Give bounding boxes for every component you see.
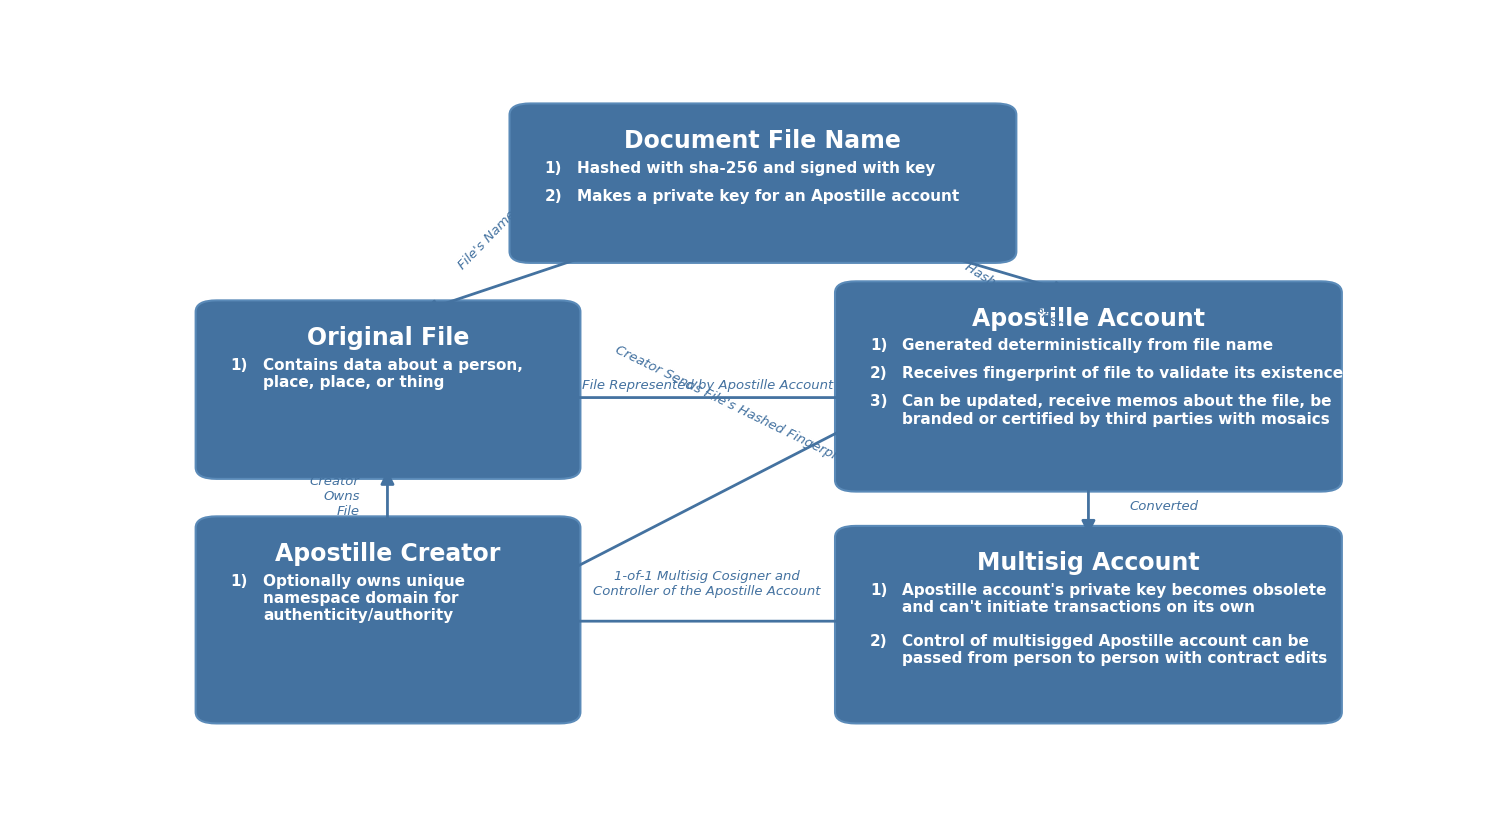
Text: File's Name: File's Name xyxy=(456,208,519,271)
Text: 1): 1) xyxy=(870,338,888,353)
Text: 1-of-1 Multisig Cosigner and
Controller of the Apostille Account: 1-of-1 Multisig Cosigner and Controller … xyxy=(594,570,820,597)
Text: Apostille Account: Apostille Account xyxy=(972,307,1204,331)
FancyBboxPatch shape xyxy=(195,516,580,724)
Text: Original File: Original File xyxy=(308,326,470,350)
Text: Receives fingerprint of file to validate its existence: Receives fingerprint of file to validate… xyxy=(903,366,1344,381)
Text: Contains data about a person,
place, place, or thing: Contains data about a person, place, pla… xyxy=(262,357,524,390)
Text: Hashed to Generate: Hashed to Generate xyxy=(962,261,1083,343)
FancyBboxPatch shape xyxy=(195,300,580,478)
Text: Converted: Converted xyxy=(1130,500,1198,513)
Text: Multisig Account: Multisig Account xyxy=(976,551,1200,575)
Text: Control of multisigged Apostille account can be
passed from person to person wit: Control of multisigged Apostille account… xyxy=(903,634,1328,667)
Text: Apostille account's private key becomes obsolete
and can't initiate transactions: Apostille account's private key becomes … xyxy=(903,583,1328,615)
Text: 3): 3) xyxy=(870,394,888,409)
Text: Document File Name: Document File Name xyxy=(624,129,902,153)
FancyBboxPatch shape xyxy=(836,526,1342,724)
Text: Can be updated, receive memos about the file, be
branded or certified by third p: Can be updated, receive memos about the … xyxy=(903,394,1332,427)
Text: 2): 2) xyxy=(544,189,562,204)
Text: Creator Sends File's Hashed Fingerprint: Creator Sends File's Hashed Fingerprint xyxy=(614,343,855,470)
Text: Optionally owns unique
namespace domain for
authenticity/authority: Optionally owns unique namespace domain … xyxy=(262,573,465,624)
Text: 2): 2) xyxy=(870,634,888,649)
Text: 2): 2) xyxy=(870,366,888,381)
FancyBboxPatch shape xyxy=(836,281,1342,492)
Text: Apostille Creator: Apostille Creator xyxy=(276,542,501,566)
Text: Makes a private key for an Apostille account: Makes a private key for an Apostille acc… xyxy=(578,189,958,204)
Text: 1): 1) xyxy=(231,357,248,373)
Text: Hashed with sha-256 and signed with key: Hashed with sha-256 and signed with key xyxy=(578,161,936,176)
Text: File Represented by Apostille Account: File Represented by Apostille Account xyxy=(582,380,832,393)
FancyBboxPatch shape xyxy=(510,103,1017,263)
Text: 1): 1) xyxy=(231,573,248,588)
Text: 1): 1) xyxy=(870,583,888,598)
Text: 1): 1) xyxy=(544,161,562,176)
Text: Creator
Owns
File: Creator Owns File xyxy=(309,474,360,517)
Text: Generated deterministically from file name: Generated deterministically from file na… xyxy=(903,338,1274,353)
